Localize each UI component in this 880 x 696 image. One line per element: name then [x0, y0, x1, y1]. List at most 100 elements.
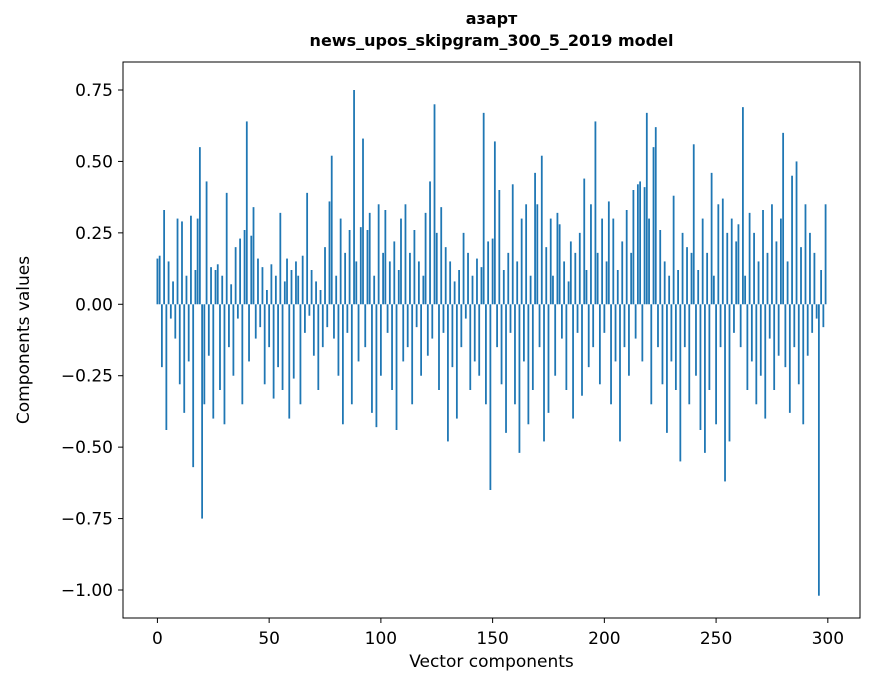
bar — [426, 304, 429, 356]
bar — [187, 304, 190, 362]
bar — [496, 304, 498, 348]
y-tick-label: −0.25 — [61, 367, 113, 387]
bar — [516, 261, 519, 305]
bar — [547, 304, 550, 413]
bar — [355, 261, 358, 305]
bar — [409, 252, 411, 305]
bar — [523, 304, 525, 362]
bar — [440, 207, 443, 305]
bar — [795, 161, 798, 305]
bar — [228, 304, 230, 348]
bar — [692, 144, 695, 305]
bar — [634, 304, 637, 339]
bar — [641, 304, 644, 362]
bar — [178, 304, 181, 385]
y-tick-label: −0.75 — [61, 510, 113, 530]
bar — [315, 281, 317, 305]
bar — [742, 107, 744, 305]
bar — [489, 304, 492, 490]
bar — [531, 304, 534, 390]
bar — [592, 304, 595, 348]
bar — [317, 304, 320, 390]
bar — [324, 247, 326, 305]
bar — [172, 281, 174, 305]
bar — [192, 304, 195, 468]
chart-subtitle: news_upos_skipgram_300_5_2019 model — [309, 31, 674, 50]
bar — [386, 304, 389, 333]
bar — [321, 304, 324, 348]
bar — [697, 270, 700, 305]
bar — [388, 261, 391, 305]
bar — [558, 224, 561, 305]
bar — [648, 218, 650, 305]
bar — [820, 270, 823, 305]
bar — [610, 304, 612, 405]
bar — [308, 304, 311, 316]
bar — [319, 290, 322, 305]
bar — [545, 247, 548, 305]
bar — [800, 247, 802, 305]
bar — [297, 275, 300, 305]
bar — [619, 304, 621, 442]
bar — [292, 304, 295, 379]
bar — [650, 304, 653, 405]
bar — [616, 270, 619, 305]
bar — [377, 204, 380, 305]
bar — [326, 304, 329, 328]
bar — [518, 304, 521, 453]
bar — [621, 241, 624, 305]
bar — [312, 304, 315, 356]
bar — [236, 304, 239, 319]
bar — [460, 304, 463, 348]
bar — [239, 238, 241, 305]
bar — [424, 212, 427, 305]
bar — [793, 304, 796, 348]
bar — [279, 212, 282, 305]
bar — [306, 192, 309, 305]
bar — [806, 304, 809, 356]
bar — [444, 247, 447, 305]
bar — [529, 275, 532, 305]
bar — [281, 304, 284, 390]
bar — [654, 127, 657, 305]
bar — [556, 212, 559, 305]
bar — [766, 252, 769, 305]
bar — [724, 304, 726, 482]
bar — [250, 235, 253, 305]
bar — [290, 270, 293, 305]
bar — [630, 252, 633, 305]
bar — [576, 304, 579, 333]
bar — [757, 261, 760, 305]
bar — [348, 230, 351, 305]
bar — [482, 112, 485, 305]
bar — [449, 261, 452, 305]
bar — [221, 275, 224, 305]
x-axis-label: Vector components — [409, 652, 574, 672]
bar — [721, 198, 724, 305]
bar — [295, 261, 297, 305]
bar — [219, 304, 221, 390]
bar — [339, 218, 342, 305]
bar — [254, 304, 257, 339]
bar — [420, 304, 422, 376]
bar — [686, 247, 688, 305]
y-tick-label: 0.00 — [75, 295, 113, 315]
bar — [563, 261, 566, 305]
bar — [259, 304, 262, 328]
y-tick-label: 0.75 — [75, 81, 113, 101]
x-tick-label: 250 — [700, 629, 732, 649]
bar — [458, 270, 460, 305]
bar — [476, 258, 478, 305]
bar — [594, 121, 597, 305]
bar — [502, 270, 505, 305]
bar — [373, 275, 376, 305]
bar — [674, 304, 677, 390]
bar — [190, 215, 192, 305]
bar — [342, 304, 344, 425]
bar — [719, 304, 722, 348]
bar — [690, 252, 693, 305]
bar — [581, 304, 583, 396]
bar — [169, 304, 172, 319]
bar — [657, 304, 659, 348]
bar — [160, 304, 163, 368]
